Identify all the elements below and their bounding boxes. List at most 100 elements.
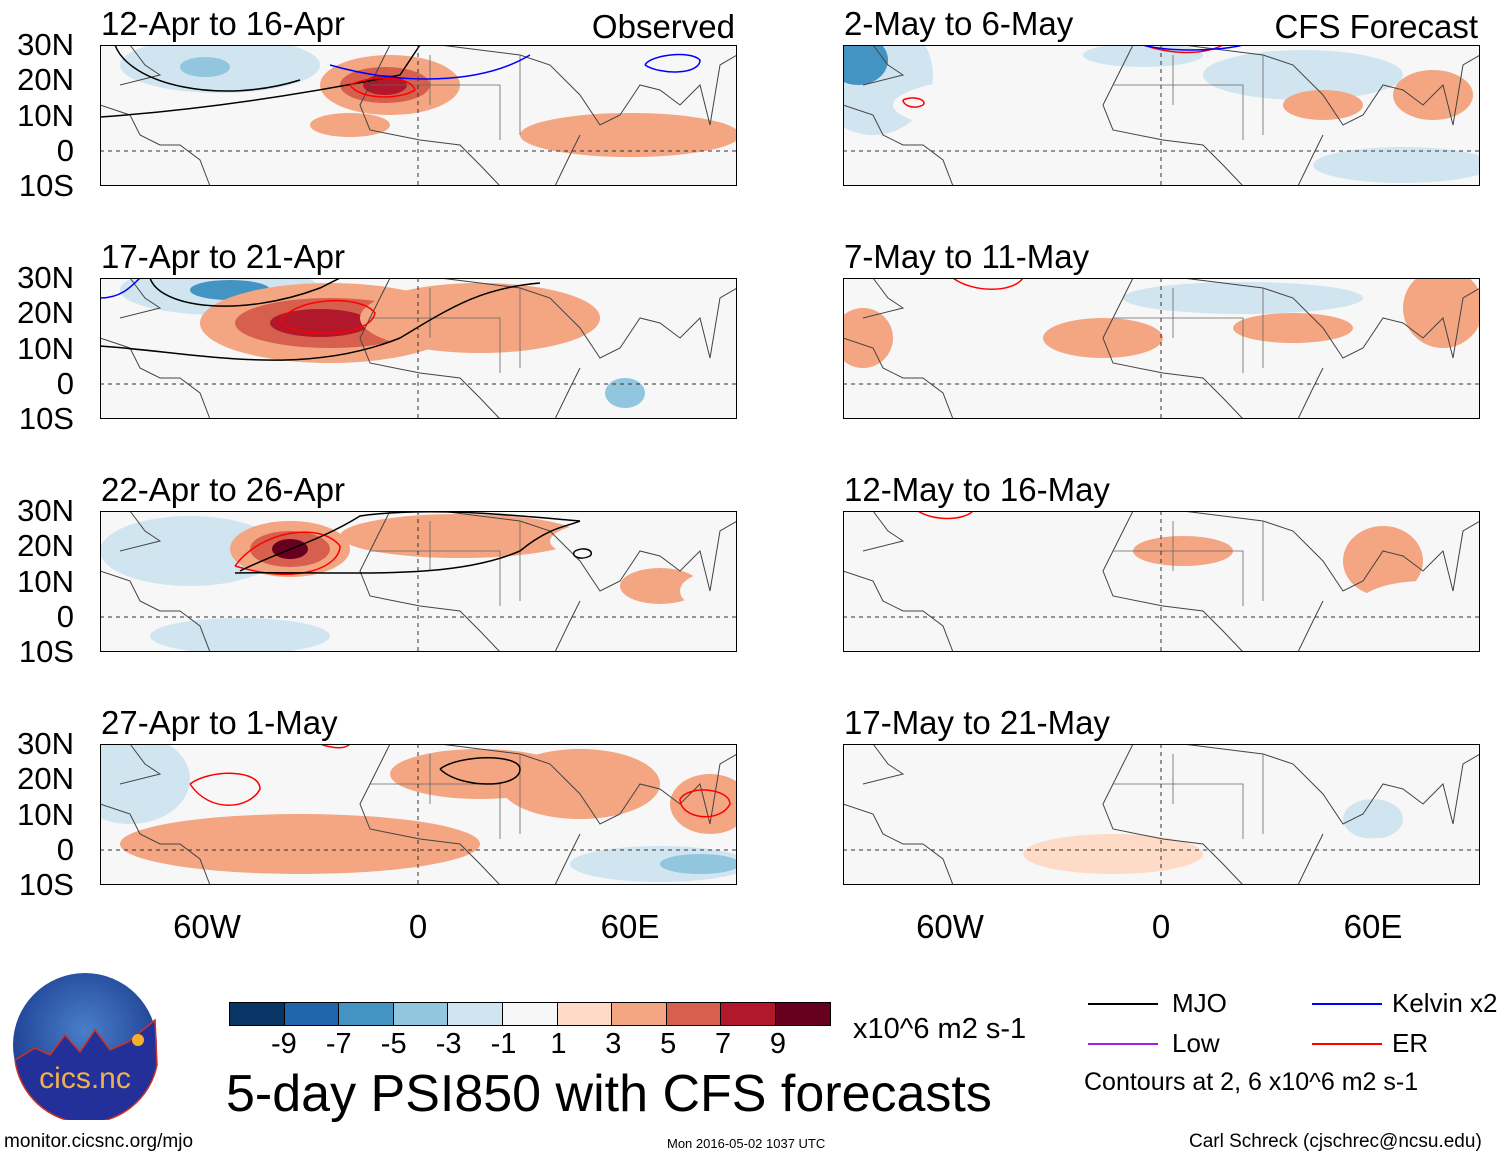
contour (329, 54, 531, 80)
colorbar-tick-label: 9 (769, 1028, 787, 1060)
legend-low-label: Low (1172, 1028, 1220, 1058)
anomaly-blob (913, 551, 1413, 611)
panel-source-label: CFS Forecast (1274, 8, 1478, 45)
contour (100, 282, 541, 361)
lon-label: 60E (1343, 908, 1403, 945)
anomaly-blob (550, 521, 690, 561)
anomaly-blob (670, 774, 737, 834)
colorbar-swatch (666, 1003, 722, 1025)
colorbar-swatch (721, 1003, 776, 1025)
map-panel (843, 278, 1480, 419)
coastline (100, 511, 737, 652)
footer-url[interactable]: monitor.cicsnc.org/mjo (4, 1131, 194, 1152)
anomaly-blob (120, 814, 480, 874)
contour (234, 531, 341, 575)
colorbar-tick-label: 3 (605, 1028, 622, 1060)
colorbar-tick-label: -7 (325, 1028, 352, 1060)
anomaly-blob (100, 744, 190, 824)
lat-label: 0 (56, 365, 74, 401)
contour-note: Contours at 2, 6 x10^6 m2 s-1 (1084, 1068, 1419, 1096)
lat-label: 10N (17, 97, 74, 133)
anomaly-blob (310, 113, 390, 137)
contour (239, 511, 581, 572)
lat-label: 30N (17, 27, 74, 62)
colorbar-swatch (775, 1003, 830, 1025)
map-panel (843, 511, 1480, 652)
anomaly-blob (150, 618, 330, 652)
anomaly-blob (1233, 313, 1353, 343)
anomaly-blob (1283, 90, 1363, 120)
lat-label: 10S (18, 634, 74, 669)
lat-label: 20N (17, 62, 74, 98)
contour (100, 278, 141, 299)
contour (114, 45, 301, 92)
contour (1142, 45, 1244, 51)
colorbar-tick-label: 1 (550, 1028, 567, 1060)
anomaly-blob (680, 55, 737, 95)
panel-title: 2-May to 6-May (844, 5, 1074, 42)
footer-timestamp: Mon 2016-05-02 1037 UTC (667, 1136, 826, 1151)
colorbar-swatch (502, 1003, 558, 1025)
lat-label: 0 (56, 132, 74, 168)
colorbar-tick-label: -3 (435, 1028, 462, 1060)
map-panel (843, 744, 1480, 885)
panel-title: 7-May to 11-May (844, 238, 1090, 275)
contour (234, 520, 581, 574)
panel-title: 22-Apr to 26-Apr (101, 471, 345, 508)
anomaly-blob (605, 378, 645, 408)
coastline (843, 278, 1480, 419)
lat-label: 20N (17, 761, 74, 797)
legend-er-line (1312, 1043, 1382, 1045)
colorbar-tick-label: 7 (715, 1028, 732, 1060)
lat-label: 10S (18, 401, 74, 436)
map-panel (100, 744, 737, 885)
lon-label: 60E (600, 908, 660, 945)
contour (902, 97, 925, 108)
lat-label: 10N (17, 796, 74, 832)
coastline (100, 744, 737, 885)
lat-label: 10S (18, 168, 74, 203)
lon-label: 0 (408, 908, 428, 945)
coastline (843, 511, 1480, 652)
anomaly-blob (1303, 838, 1463, 870)
anomaly-blob (1283, 749, 1403, 779)
anomaly-blob (843, 834, 943, 874)
coastline (100, 278, 737, 419)
lat-label: 20N (17, 295, 74, 331)
anomaly-blob (100, 161, 260, 186)
colorbar-swatch (393, 1003, 449, 1025)
colorbar-swatch (284, 1003, 340, 1025)
anomaly-blob (100, 516, 280, 586)
colorbar-swatch (230, 1003, 285, 1025)
coastline (100, 45, 737, 186)
map-panel (100, 45, 737, 186)
legend-mjo-label: MJO (1172, 988, 1227, 1018)
contour (573, 548, 592, 559)
anomaly-blob (100, 380, 220, 416)
legend-kelvin-line (1312, 1003, 1382, 1005)
lat-label: 30N (17, 260, 74, 295)
cics-logo: cics.nc (13, 973, 158, 1120)
legend-er-label: ER (1392, 1028, 1429, 1058)
colorbar-swatch (612, 1003, 667, 1025)
colorbar-swatch (557, 1003, 613, 1025)
contour (100, 45, 421, 118)
anomaly-blob (1403, 278, 1480, 348)
anomaly-blob (520, 113, 737, 157)
colorbar-tick-label: -1 (490, 1028, 517, 1060)
lat-label: 30N (17, 493, 74, 528)
anomaly-blob (200, 747, 400, 771)
anomaly-blob (1353, 581, 1480, 641)
lon-label: 0 (1151, 908, 1171, 945)
lat-label: 10N (17, 330, 74, 366)
anomaly-blob (340, 514, 580, 558)
anomaly-blob (620, 568, 700, 604)
colorbar-swatch (448, 1003, 503, 1025)
contour (917, 511, 974, 520)
contour (349, 77, 416, 98)
anomaly-blob (843, 45, 888, 85)
contour (952, 278, 1024, 290)
lon-label: 60W (173, 908, 241, 945)
anomaly-blob (843, 308, 893, 368)
contour (644, 53, 701, 73)
